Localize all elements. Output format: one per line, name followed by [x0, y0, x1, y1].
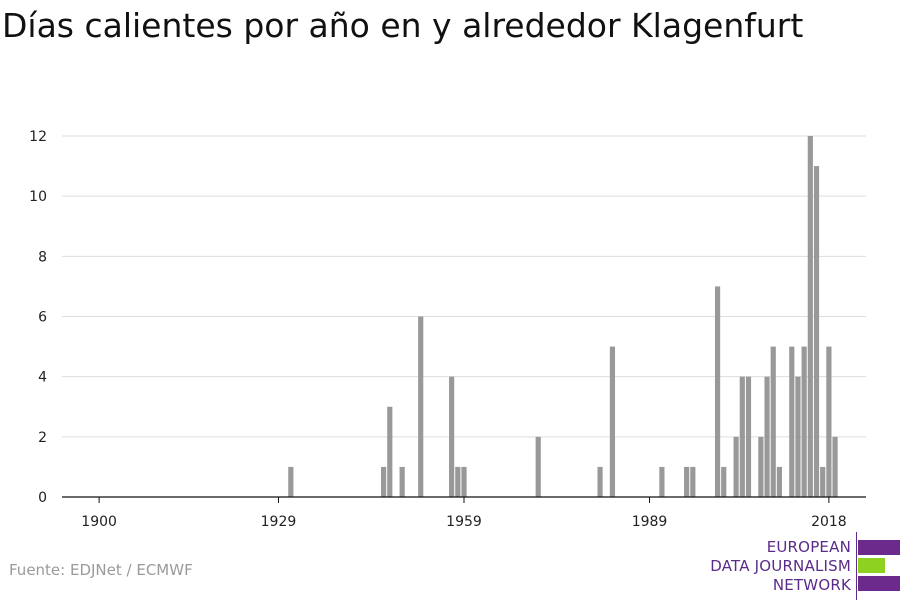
bar: [764, 376, 770, 497]
bar: [770, 346, 776, 497]
edjnet-logo: EUROPEAN DATA JOURNALISM NETWORK: [700, 532, 900, 600]
bar: [776, 466, 783, 497]
bar: [461, 466, 467, 497]
bar: [758, 436, 764, 497]
logo-bar-purple-bottom: [858, 576, 900, 591]
logo-text-line-1: EUROPEAN: [766, 538, 851, 556]
y-tick-label: 12: [29, 129, 47, 145]
logo-text-line-2: DATA JOURNALISM: [710, 557, 851, 575]
bar: [801, 346, 807, 497]
bar: [745, 376, 752, 497]
y-tick-label: 0: [38, 490, 47, 506]
logo-bar-purple-top: [858, 540, 900, 555]
bar: [609, 346, 616, 497]
bar: [826, 346, 832, 497]
bar: [690, 466, 696, 497]
bar: [813, 166, 820, 498]
x-tick-label: 2018: [811, 514, 847, 530]
bar: [597, 466, 603, 497]
source-note: Fuente: EDJNet / ECMWF: [9, 561, 193, 579]
logo-divider: [856, 532, 857, 600]
x-tick-label: 1929: [261, 514, 297, 530]
bar: [721, 466, 727, 497]
bar: [832, 436, 838, 497]
bar: [684, 466, 690, 497]
y-tick-label: 4: [38, 370, 47, 386]
bar: [387, 406, 393, 497]
bar: [789, 346, 795, 497]
x-axis-ticks: 1900 1929 1959 1989 2018: [81, 497, 847, 530]
y-tick-label: 8: [38, 249, 47, 265]
bar: [739, 376, 745, 497]
y-tick-label: 2: [38, 430, 47, 446]
bar: [535, 436, 541, 497]
logo-text-line-3: NETWORK: [772, 576, 851, 594]
bar: [820, 466, 826, 497]
bar: [418, 316, 424, 497]
y-tick-label: 10: [29, 189, 47, 205]
x-tick-label: 1989: [632, 514, 668, 530]
bar: [449, 376, 455, 497]
bar: [714, 286, 721, 497]
grid-lines: [62, 135, 866, 438]
x-tick-label: 1900: [81, 514, 117, 530]
x-tick-label: 1959: [446, 514, 482, 530]
bar: [381, 466, 387, 497]
y-tick-label: 6: [38, 310, 47, 326]
bar: [795, 376, 801, 497]
bar: [659, 466, 665, 497]
bar: [399, 466, 405, 497]
bar: [807, 136, 813, 497]
y-axis-ticks: 0 2 4 6 8 10 12: [29, 129, 47, 506]
chart-title: Días calientes por año en y alrededor Kl…: [2, 6, 804, 45]
logo-bar-green-middle: [858, 558, 885, 573]
bars: [288, 136, 838, 498]
bar: [288, 466, 294, 497]
bar: [455, 466, 461, 497]
bar: [733, 436, 739, 497]
